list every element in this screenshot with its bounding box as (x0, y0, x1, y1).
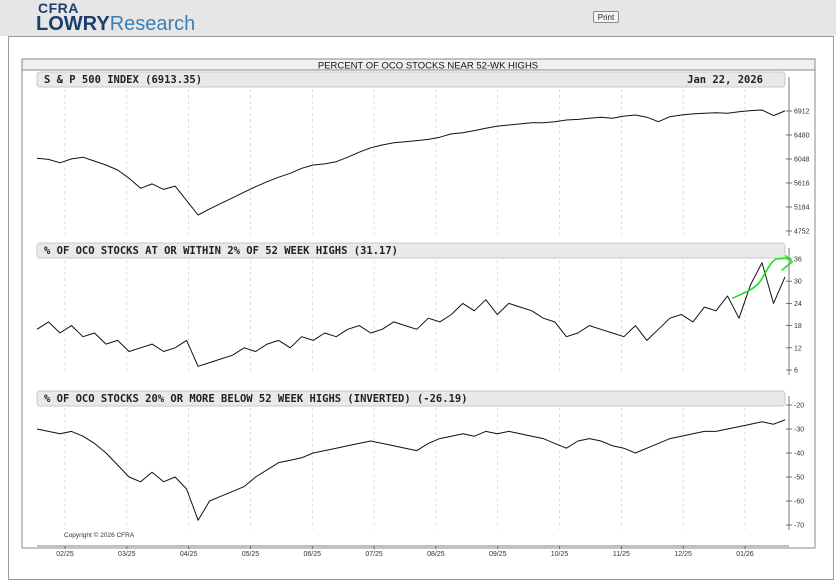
panel-2-y-tick-label: 30 (794, 279, 802, 286)
x-tick-label: 05/25 (242, 551, 260, 558)
panel-3-title: % OF OCO STOCKS 20% OR MORE BELOW 52 WEE… (44, 393, 468, 405)
panel-2-y-tick-label: 12 (794, 345, 802, 352)
x-tick-label: 03/25 (118, 551, 136, 558)
panel-3-series-line (36, 419, 786, 521)
print-button[interactable]: Print (593, 11, 619, 23)
panel-1-y-tick-label: 6912 (794, 109, 810, 116)
panel-1-title: S & P 500 INDEX (6913.35) (44, 74, 202, 86)
x-tick-label: 10/25 (551, 551, 569, 558)
header-bar: CFRA LOWRYResearch Print (0, 0, 836, 36)
x-tick-label: 12/25 (674, 551, 692, 558)
x-tick-label: 04/25 (180, 551, 198, 558)
panel-3-y-tick-label: -70 (794, 523, 804, 530)
panel-3-y-tick-label: -30 (794, 427, 804, 434)
panel-2-title-bar (36, 242, 786, 259)
x-tick-label: 01/26 (736, 551, 754, 558)
chart-main-title: PERCENT OF OCO STOCKS NEAR 52-WK HIGHS (318, 61, 538, 72)
chart-box (21, 58, 816, 549)
panel-2-title: % OF OCO STOCKS AT OR WITHIN 2% OF 52 WE… (44, 245, 398, 257)
x-tick-label: 08/25 (427, 551, 445, 558)
panel-3-y-tick-label: -60 (794, 499, 804, 506)
panel-2-y-tick-label: 18 (794, 323, 802, 330)
panel-3-title-bar (36, 390, 786, 407)
panel-2-y-tick-label: 36 (794, 257, 802, 264)
x-tick-label: 07/25 (365, 551, 383, 558)
panel-1-y-tick-label: 5616 (794, 181, 810, 188)
copyright-text: Copyright © 2026 CFRA (64, 531, 135, 539)
logo-lowry-research: LOWRYResearch (36, 13, 195, 35)
x-tick-label: 09/25 (489, 551, 507, 558)
panel-1-y-tick-label: 4752 (794, 229, 810, 236)
green-annotation-stroke (732, 257, 791, 299)
panel-2-y-tick-label: 24 (794, 301, 802, 308)
panel-1-date-label: Jan 22, 2026 (687, 74, 763, 86)
panel-2-series-line (36, 262, 786, 367)
panel-1-y-tick-label: 6048 (794, 157, 810, 164)
logo-bold-text: LOWRY (36, 13, 110, 35)
panel-2-y-tick-label: 6 (794, 368, 798, 375)
x-tick-label: 11/25 (613, 551, 630, 558)
x-tick-label: 02/25 (56, 551, 74, 558)
panel-1-y-tick-label: 6480 (794, 133, 810, 140)
panel-3-y-tick-label: -50 (794, 475, 804, 482)
logo-light-text: Research (109, 13, 196, 35)
panel-1-y-tick-label: 5184 (794, 205, 810, 212)
panel-3-y-tick-label: -40 (794, 451, 804, 458)
panel-1-title-bar (36, 71, 786, 88)
green-annotation-arrowhead (781, 255, 794, 271)
logo-cfra: CFRA (38, 0, 79, 16)
x-tick-label: 06/25 (304, 551, 322, 558)
panel-3-y-tick-label: -20 (794, 403, 804, 410)
panel-1-series-line (36, 109, 786, 216)
chart-title-band (21, 58, 816, 71)
